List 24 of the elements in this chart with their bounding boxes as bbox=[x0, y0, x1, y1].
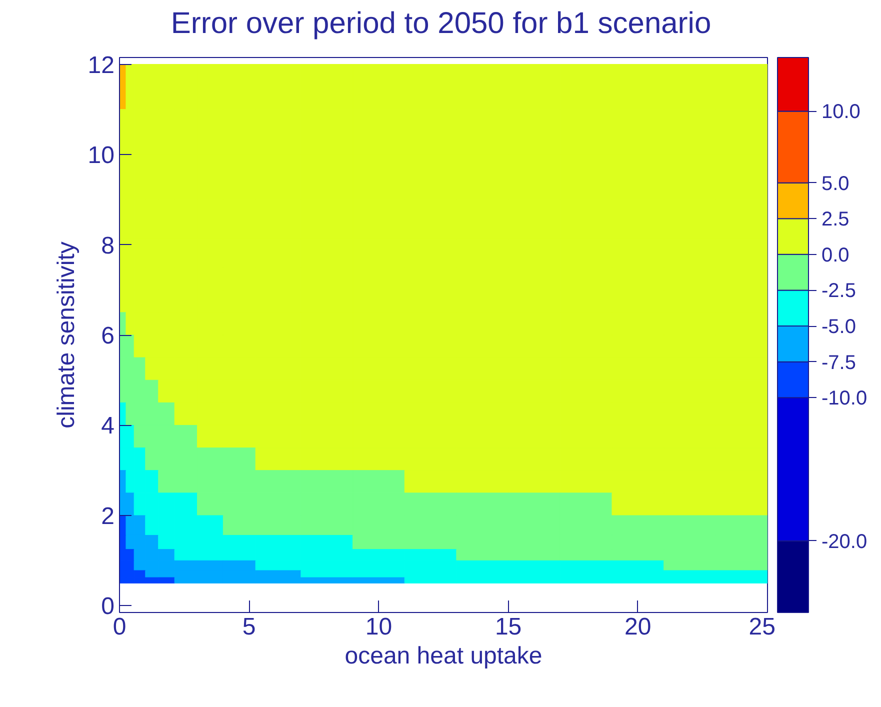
y-tick-label: 0 bbox=[101, 593, 115, 620]
color-bar-label: -2.5 bbox=[822, 280, 856, 302]
x-tick-label: 25 bbox=[748, 614, 776, 640]
x-tick-label: 10 bbox=[365, 614, 392, 640]
x-tick-label: 20 bbox=[624, 614, 652, 640]
color-bar-label: -10.0 bbox=[822, 388, 868, 410]
y-tick-label: 10 bbox=[88, 142, 115, 170]
x-tick-label: 15 bbox=[494, 614, 522, 640]
color-bar-label: 0.0 bbox=[822, 244, 850, 266]
x-axis-title: ocean heat uptake bbox=[344, 642, 542, 670]
color-bar-label: 10.0 bbox=[822, 101, 860, 124]
x-tick-label: 5 bbox=[242, 614, 256, 640]
color-bar-label: 5.0 bbox=[822, 172, 850, 195]
color-bar-label: 2.5 bbox=[822, 208, 850, 231]
chart-title: Error over period to 2050 for b1 scenario bbox=[170, 7, 712, 40]
y-tick-label: 8 bbox=[101, 232, 115, 260]
color-bar-label: -5.0 bbox=[822, 316, 856, 338]
y-tick-label: 4 bbox=[101, 412, 115, 440]
color-bar-label: -7.5 bbox=[822, 352, 856, 374]
color-bar-label: -20.0 bbox=[822, 530, 868, 553]
y-tick-label: 6 bbox=[101, 322, 115, 350]
y-axis-title: climate sensitivity bbox=[52, 242, 80, 428]
y-tick-label: 2 bbox=[101, 502, 115, 530]
y-tick-label: 12 bbox=[88, 52, 115, 79]
